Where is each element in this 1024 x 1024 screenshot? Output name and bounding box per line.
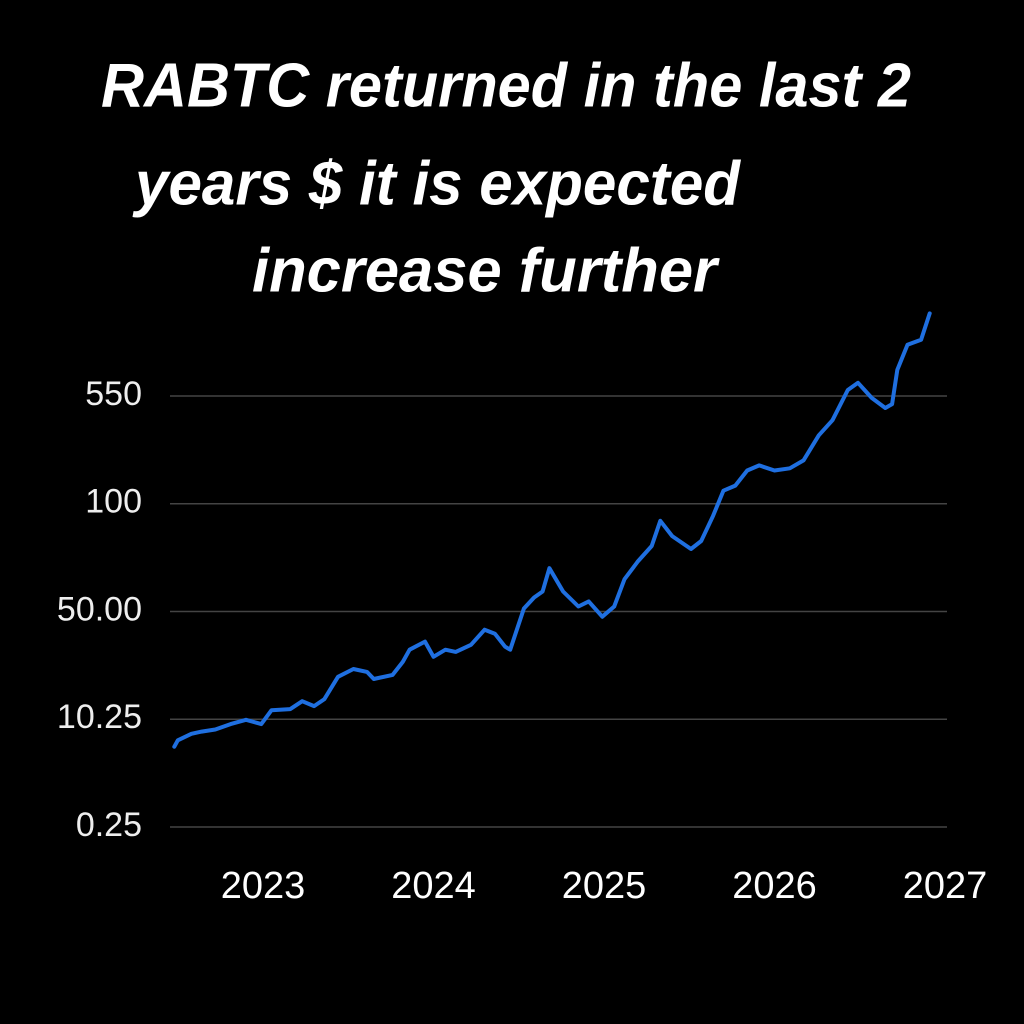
data-line: [172, 311, 932, 749]
y-tick-label: 10.25: [57, 698, 142, 736]
x-tick-label: 2027: [903, 865, 988, 907]
x-tick-label: 2025: [562, 865, 647, 907]
y-tick-label: 50.00: [57, 590, 142, 628]
chart-title: increase further: [252, 236, 720, 305]
y-tick-label: 550: [85, 375, 142, 413]
y-tick-label: 0.25: [76, 806, 142, 844]
chart-title: years $ it is expected: [132, 149, 741, 218]
y-tick-label: 100: [85, 483, 142, 521]
x-tick-label: 2023: [221, 865, 306, 907]
x-tick-label: 2024: [391, 865, 476, 907]
x-tick-label: 2026: [732, 865, 817, 907]
chart-title: RABTC returned in the last 2: [101, 51, 911, 120]
